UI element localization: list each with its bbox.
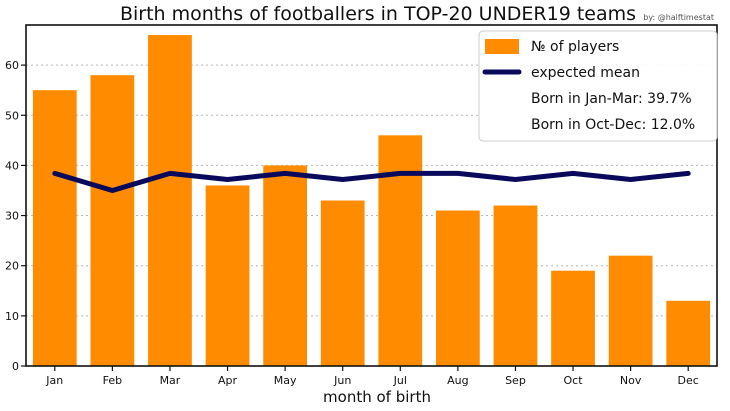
- x-tick-label-mar: Mar: [160, 374, 181, 387]
- y-tick-label: 30: [5, 210, 19, 223]
- x-tick-label-nov: Nov: [620, 374, 642, 387]
- bar-dec: [666, 300, 711, 366]
- bars: [32, 35, 711, 367]
- bar-mar: [148, 35, 192, 366]
- bar-may: [263, 165, 308, 366]
- legend: № of players expected mean Born in Jan-M…: [478, 30, 718, 142]
- legend-box: [478, 30, 718, 142]
- chart-credit: by: @halftimestat: [643, 13, 714, 22]
- x-tick-label-may: May: [274, 374, 297, 387]
- y-tick-label: 60: [5, 59, 19, 72]
- y-axis: 0 10 20 30 40 50 60: [5, 59, 26, 373]
- x-tick-label-feb: Feb: [103, 374, 122, 387]
- y-tick-label: 0: [12, 360, 19, 373]
- annotation-jan-mar: Born in Jan-Mar: 39.7%: [531, 91, 692, 107]
- legend-swatch-players: [485, 39, 519, 54]
- x-tick-label-aug: Aug: [447, 374, 468, 387]
- x-tick-label-jan: Jan: [45, 374, 63, 387]
- x-tick-label-sep: Sep: [505, 374, 526, 387]
- y-tick-label: 10: [5, 310, 19, 323]
- x-axis: Jan Feb Mar Apr May Jun Jul Aug Sep Oct Nov Dec: [45, 366, 699, 387]
- bar-jun: [320, 200, 365, 366]
- x-tick-label-jul: Jul: [393, 374, 407, 387]
- y-tick-label: 40: [5, 159, 19, 172]
- y-tick-label: 50: [5, 109, 19, 122]
- bar-nov: [608, 255, 653, 366]
- x-tick-label-oct: Oct: [564, 374, 584, 387]
- bar-sep: [493, 205, 538, 366]
- chart-title: Birth months of footballers in TOP-20 UN…: [120, 3, 636, 25]
- annotation-oct-dec: Born in Oct-Dec: 12.0%: [531, 117, 695, 133]
- bar-jan: [32, 90, 77, 367]
- bar-jul: [378, 135, 423, 366]
- x-tick-label-dec: Dec: [678, 374, 699, 387]
- gridlines: [26, 64, 717, 317]
- bar-feb: [90, 75, 135, 366]
- x-tick-label-jun: Jun: [333, 374, 351, 387]
- expected-mean-line: [52, 170, 691, 193]
- legend-label-players: № of players: [531, 39, 619, 55]
- x-tick-label-apr: Apr: [218, 374, 238, 387]
- bar-apr: [205, 185, 250, 366]
- y-tick-label: 20: [5, 260, 19, 273]
- plot-frame: [25, 24, 718, 367]
- bar-aug: [435, 210, 480, 366]
- bar-oct: [551, 270, 595, 366]
- legend-label-mean: expected mean: [531, 65, 640, 81]
- x-axis-label: month of birth: [323, 388, 431, 406]
